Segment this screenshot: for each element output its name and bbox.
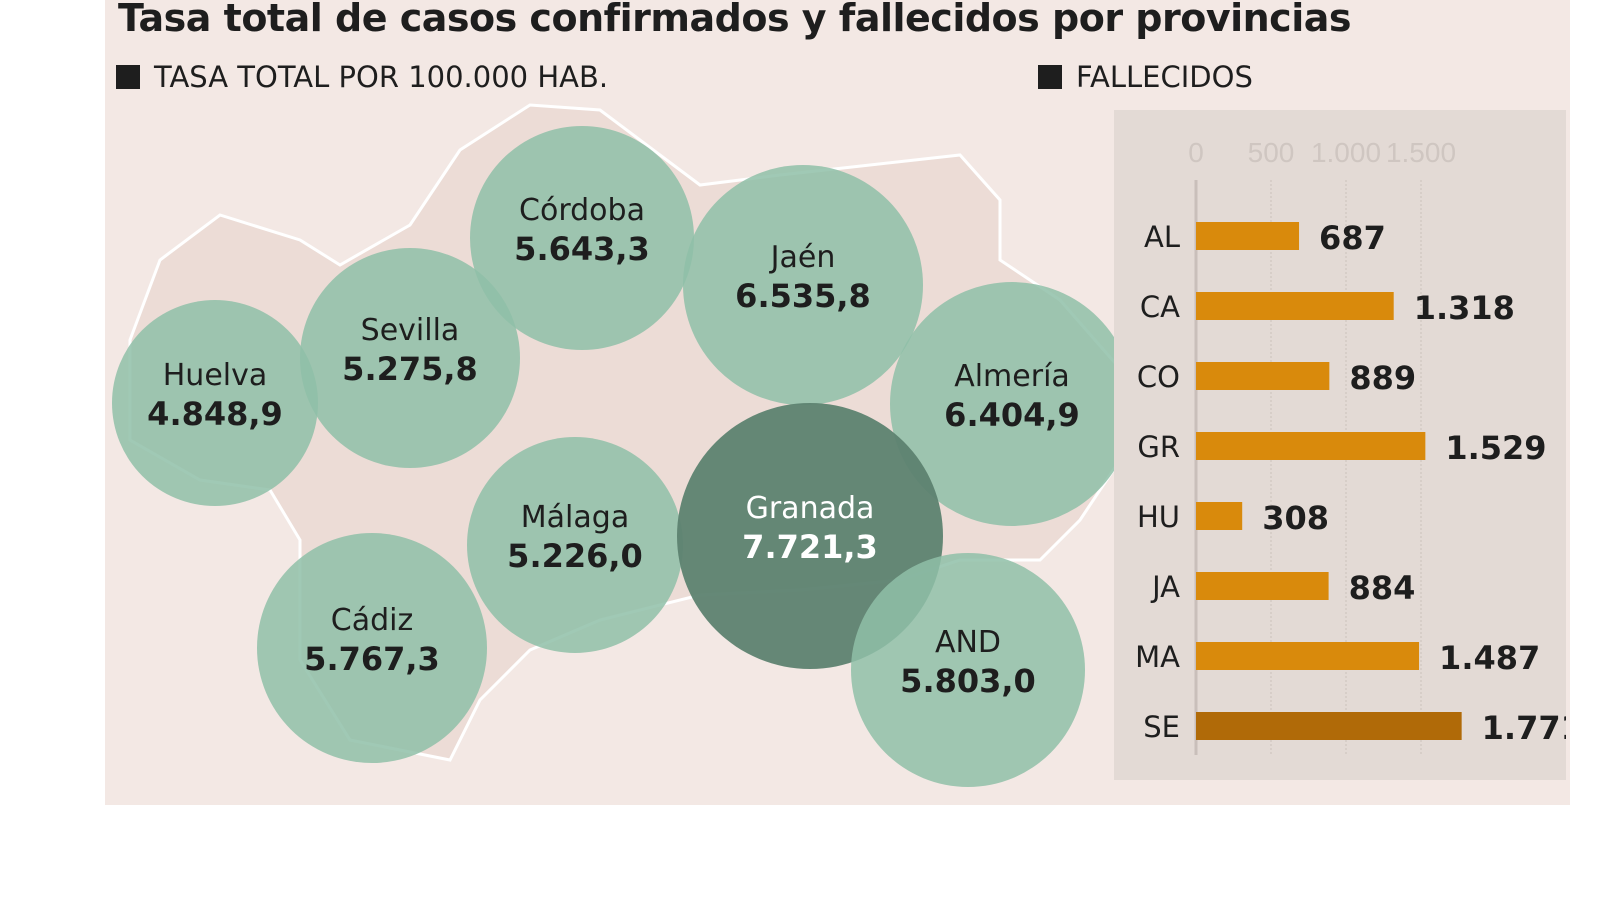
bar-ca (1196, 292, 1394, 320)
province-name: Sevilla (360, 313, 460, 348)
legend-rate-label: TASA TOTAL POR 100.000 HAB. (154, 60, 609, 94)
x-tick-label: 500 (1248, 137, 1295, 168)
province-rate-value: 5.803,0 (900, 662, 1036, 700)
province-name: Almería (954, 359, 1070, 394)
province-circle (300, 248, 520, 468)
province-rate-value: 7.721,3 (742, 528, 878, 566)
province-rate-value: 5.767,3 (304, 640, 440, 678)
bar-al (1196, 222, 1300, 250)
legend-square-icon (1038, 65, 1062, 89)
province-label: AND 5.803,0 (900, 625, 1036, 701)
category-label: CO (1137, 360, 1180, 394)
province-rate-value: 5.643,3 (514, 230, 650, 268)
legend-square-icon (116, 65, 140, 89)
legend-deaths: FALLECIDOS (1038, 60, 1253, 94)
bar-gr (1196, 432, 1426, 460)
data-label: 1.318 (1414, 289, 1515, 327)
data-label: 687 (1319, 219, 1386, 257)
bar-co (1196, 362, 1330, 390)
province-circle (112, 300, 318, 506)
province-label: Córdoba 5.643,3 (514, 193, 650, 269)
province-circle (470, 126, 694, 350)
province-rate-value: 5.275,8 (342, 350, 478, 388)
province-circle (257, 533, 487, 763)
province-circle (683, 165, 923, 405)
category-label: JA (1150, 570, 1180, 604)
x-tick-label: 0 (1188, 137, 1204, 168)
bar-hu (1196, 502, 1243, 530)
data-label: 1.771 (1482, 709, 1566, 747)
data-label: 884 (1349, 569, 1416, 607)
category-label: CA (1140, 290, 1180, 324)
province-name: Córdoba (519, 193, 645, 228)
data-label: 308 (1262, 499, 1329, 537)
x-tick-label: 1.000 (1311, 137, 1381, 168)
province-label: Jaén 6.535,8 (735, 240, 871, 316)
province-label: Sevilla 5.275,8 (342, 313, 478, 389)
bar-ma (1196, 642, 1420, 670)
x-tick-label: 1.500 (1386, 137, 1456, 168)
province-name: Huelva (162, 358, 268, 393)
province-circle (851, 553, 1085, 787)
province-label: Cádiz 5.767,3 (304, 603, 440, 679)
category-label: AL (1144, 220, 1180, 254)
deaths-bar-chart: 0 500 1.000 1.500 AL 687 CA 1.318 CO 889 GR 1.529 HU… (1135, 137, 1583, 755)
data-label: 1.529 (1445, 429, 1546, 467)
legend-deaths-label: FALLECIDOS (1076, 60, 1253, 94)
province-label: Almería 6.404,9 (944, 359, 1080, 435)
province-rate-value: 4.848,9 (147, 395, 283, 433)
province-rate-value: 5.226,0 (507, 537, 643, 575)
category-label: MA (1135, 640, 1180, 674)
data-label: 1.487 (1439, 639, 1540, 677)
page-title: Tasa total de casos confirmados y fallec… (118, 0, 1352, 40)
province-rate-value: 6.535,8 (735, 277, 871, 315)
deaths-bar-chart-panel: 0 500 1.000 1.500 AL 687 CA 1.318 CO 889 GR 1.529 HU… (1114, 110, 1583, 780)
province-label: Huelva 4.848,9 (147, 358, 283, 434)
province-circle (890, 282, 1134, 526)
province-rate-value: 6.404,9 (944, 396, 1080, 434)
province-name: Jaén (770, 240, 836, 275)
data-label: 889 (1349, 359, 1416, 397)
province-name: AND (934, 625, 1002, 660)
legend-rate: TASA TOTAL POR 100.000 HAB. (116, 60, 608, 94)
province-label: Granada 7.721,3 (742, 491, 878, 567)
bar-se (1196, 712, 1462, 740)
category-label: GR (1137, 430, 1180, 464)
province-name: Cádiz (330, 603, 414, 638)
province-circle (467, 437, 683, 653)
category-label: HU (1137, 500, 1180, 534)
province-label: Málaga 5.226,0 (507, 500, 643, 576)
province-name: Granada (745, 491, 875, 526)
province-name: Málaga (520, 500, 630, 535)
category-label: SE (1143, 710, 1180, 744)
bar-ja (1196, 572, 1329, 600)
